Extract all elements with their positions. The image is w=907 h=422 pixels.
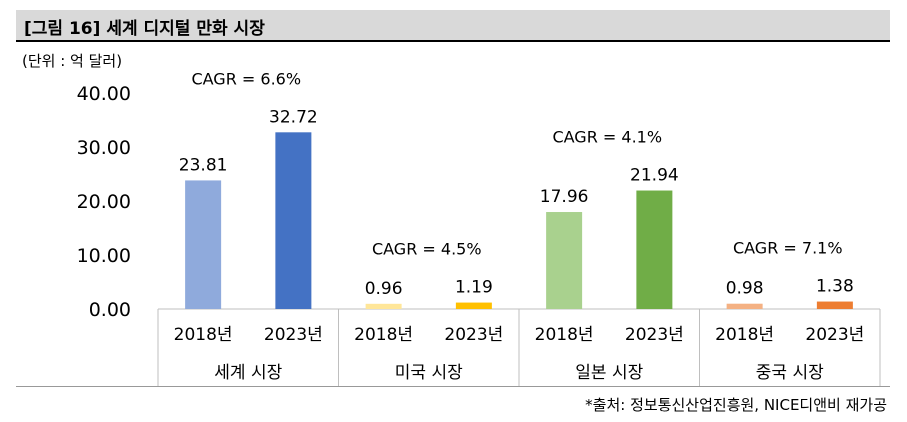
bar xyxy=(546,212,583,309)
bar xyxy=(275,132,312,309)
group-label: 세계 시장 xyxy=(214,363,282,383)
bar xyxy=(636,190,673,309)
figure-title-bar: [그림 16] 세계 디지털 만화 시장 xyxy=(16,10,890,42)
data-label: 32.72 xyxy=(269,107,318,127)
cagr-annotation: CAGR = 7.1% xyxy=(733,239,843,258)
data-label: 23.81 xyxy=(179,155,228,175)
y-tick-label: 20.00 xyxy=(77,191,131,213)
cagr-annotation: CAGR = 6.6% xyxy=(191,69,301,88)
y-tick-label: 10.00 xyxy=(77,245,131,267)
data-label: 0.98 xyxy=(726,279,764,299)
x-tick-label: 2018년 xyxy=(354,325,413,345)
x-tick-label: 2023년 xyxy=(805,325,864,345)
data-label: 1.38 xyxy=(816,277,854,297)
figure-title: [그림 16] 세계 디지털 만화 시장 xyxy=(24,19,265,39)
data-label: 1.19 xyxy=(455,278,493,298)
y-tick-label: 40.00 xyxy=(77,83,131,105)
x-tick-label: 2018년 xyxy=(174,325,233,345)
bar xyxy=(365,303,402,309)
source-note: *출처: 정보통신산업진흥원, NICE디앤비 재가공 xyxy=(585,396,887,414)
bar xyxy=(185,180,222,309)
bottom-rule xyxy=(16,386,890,387)
x-tick-label: 2018년 xyxy=(715,325,774,345)
bar xyxy=(726,303,763,309)
x-tick-label: 2023년 xyxy=(444,325,503,345)
x-tick-label: 2018년 xyxy=(535,325,594,345)
y-tick-label: 30.00 xyxy=(77,137,131,159)
group-label: 중국 시장 xyxy=(756,363,824,383)
unit-label: (단위 : 억 달러) xyxy=(22,52,123,70)
group-label: 일본 시장 xyxy=(575,363,643,383)
bar xyxy=(455,302,492,309)
data-label: 21.94 xyxy=(630,166,679,186)
data-label: 17.96 xyxy=(540,187,589,207)
cagr-annotation: CAGR = 4.5% xyxy=(372,240,482,259)
bar xyxy=(816,301,853,309)
x-tick-label: 2023년 xyxy=(625,325,684,345)
cagr-annotation: CAGR = 4.1% xyxy=(552,128,662,147)
group-label: 미국 시장 xyxy=(395,363,463,383)
data-label: 0.96 xyxy=(365,279,403,299)
x-tick-label: 2023년 xyxy=(264,325,323,345)
y-tick-label: 0.00 xyxy=(89,299,131,321)
